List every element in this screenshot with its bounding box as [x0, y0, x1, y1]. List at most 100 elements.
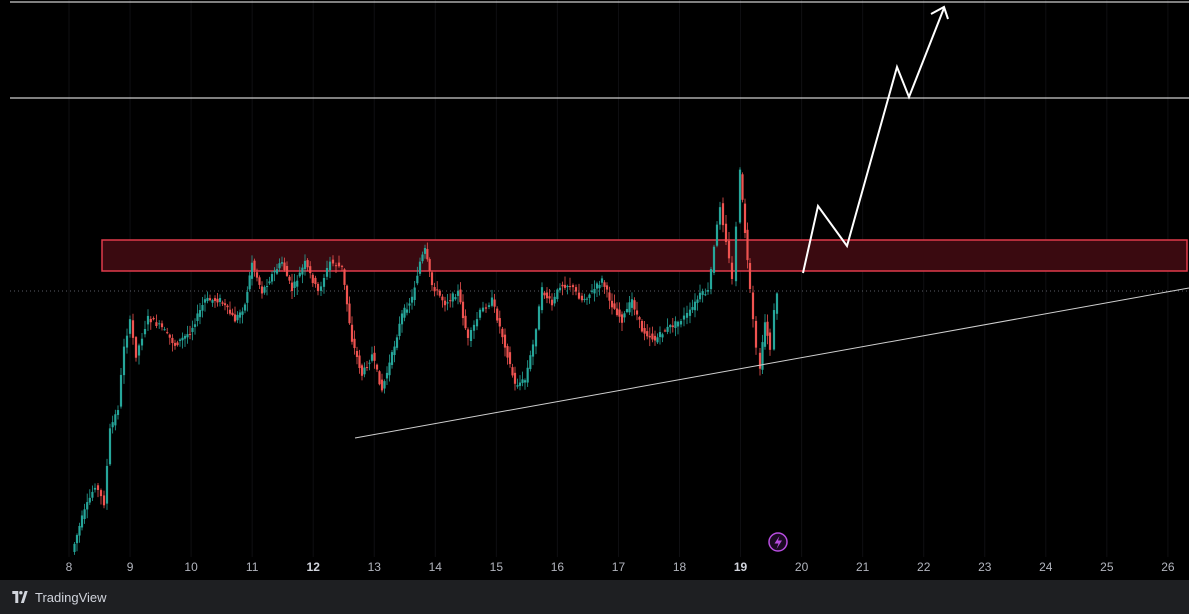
candle-up: [143, 329, 147, 335]
candle-up: [446, 302, 449, 304]
candle-down: [331, 259, 335, 264]
candle-down: [353, 338, 356, 349]
candle-up: [322, 278, 326, 287]
candle-down: [314, 277, 317, 285]
candle-up: [481, 307, 485, 312]
candle-down: [378, 371, 381, 385]
candle-up: [537, 306, 541, 330]
candle-down: [255, 272, 259, 278]
candle-down: [149, 318, 152, 323]
projection-path: [802, 7, 945, 274]
candle-down: [316, 283, 320, 291]
candle-up: [388, 362, 391, 376]
candle-down: [561, 284, 564, 287]
chart-area[interactable]: 8 9 10 11 12 13 14 15 16 17 18 19 20 21 22 23 24 25 26: [0, 0, 1189, 580]
candle-down: [152, 318, 155, 320]
candle-up: [712, 246, 716, 273]
candle-up: [319, 286, 323, 291]
candle-up: [693, 301, 697, 311]
candle-down: [503, 334, 507, 348]
candle-down: [231, 312, 234, 316]
candle-up: [298, 272, 301, 277]
candle-up: [328, 261, 332, 271]
candle-up: [534, 329, 538, 347]
candle-down: [648, 335, 651, 338]
candle-up: [701, 291, 704, 295]
lightning-icon: [774, 536, 782, 549]
candle-up: [478, 309, 482, 318]
candle-up: [181, 337, 184, 341]
candle-up: [775, 293, 779, 314]
candle-down: [498, 318, 501, 327]
candle-up: [398, 323, 401, 337]
candle-up: [556, 289, 559, 300]
candle-down: [288, 276, 291, 281]
candle-up: [265, 286, 269, 288]
candle-down: [373, 352, 376, 361]
candle-down: [727, 240, 731, 259]
candle-down: [283, 262, 286, 270]
candle-down: [638, 317, 641, 320]
candle-up: [193, 324, 197, 327]
candle-up: [408, 303, 411, 306]
candle-up: [78, 525, 81, 536]
candle-down: [643, 328, 646, 334]
candle-down: [350, 324, 354, 342]
price-chart[interactable]: 8 9 10 11 12 13 14 15 16 17 18 19 20 21 22 23 24 25 26: [0, 0, 1189, 580]
tradingview-brand[interactable]: TradingView: [10, 590, 107, 605]
x-tick-label: 23: [978, 560, 992, 574]
candle-down: [380, 379, 384, 391]
candle-up: [246, 292, 249, 303]
candle-down: [430, 272, 434, 286]
candle-down: [188, 333, 192, 335]
candle-up: [80, 515, 84, 528]
candle-up: [772, 310, 776, 350]
candle-up: [325, 268, 329, 277]
candle-up: [523, 380, 527, 383]
candle-up: [122, 346, 126, 376]
candle-up: [196, 313, 199, 321]
candle-up: [268, 281, 271, 284]
x-tick-label: 11: [246, 560, 259, 574]
candle-up: [540, 287, 544, 311]
candle-up: [206, 297, 209, 301]
candle-up: [211, 300, 214, 303]
candle-up: [718, 207, 722, 225]
candle-up: [293, 281, 296, 289]
candle-down: [768, 332, 772, 350]
candle-down: [171, 337, 174, 344]
candle-up: [370, 354, 374, 361]
candle-up: [241, 311, 244, 315]
candle-down: [260, 286, 264, 294]
candle-down: [484, 307, 488, 309]
candle-up: [158, 323, 161, 325]
candle-up: [218, 298, 222, 302]
x-tick-label: 24: [1039, 560, 1053, 574]
candle-up: [421, 254, 424, 262]
support-trendline: [354, 287, 1189, 439]
candle-up: [383, 381, 386, 389]
resistance-zone: [101, 239, 1188, 272]
candle-up: [518, 382, 522, 386]
candle-down: [228, 309, 232, 314]
candle-up: [682, 315, 686, 320]
candle-down: [635, 310, 639, 315]
candle-up: [698, 292, 702, 300]
candle-down: [513, 372, 517, 384]
candle-up: [301, 267, 304, 275]
candle-down: [766, 321, 769, 336]
candle-down: [545, 292, 549, 299]
candle-up: [526, 367, 529, 383]
candle-up: [763, 322, 767, 347]
candle-up: [390, 352, 394, 365]
candle-down: [221, 302, 224, 304]
candle-down: [216, 298, 219, 303]
candle-down: [574, 287, 578, 292]
candle-up: [105, 465, 109, 504]
candle-up: [243, 304, 247, 311]
candle-down: [290, 282, 294, 292]
candle-down: [358, 355, 361, 369]
candle-down: [577, 292, 581, 299]
candle-up: [238, 312, 242, 318]
footer-bar: TradingView: [0, 580, 1189, 614]
